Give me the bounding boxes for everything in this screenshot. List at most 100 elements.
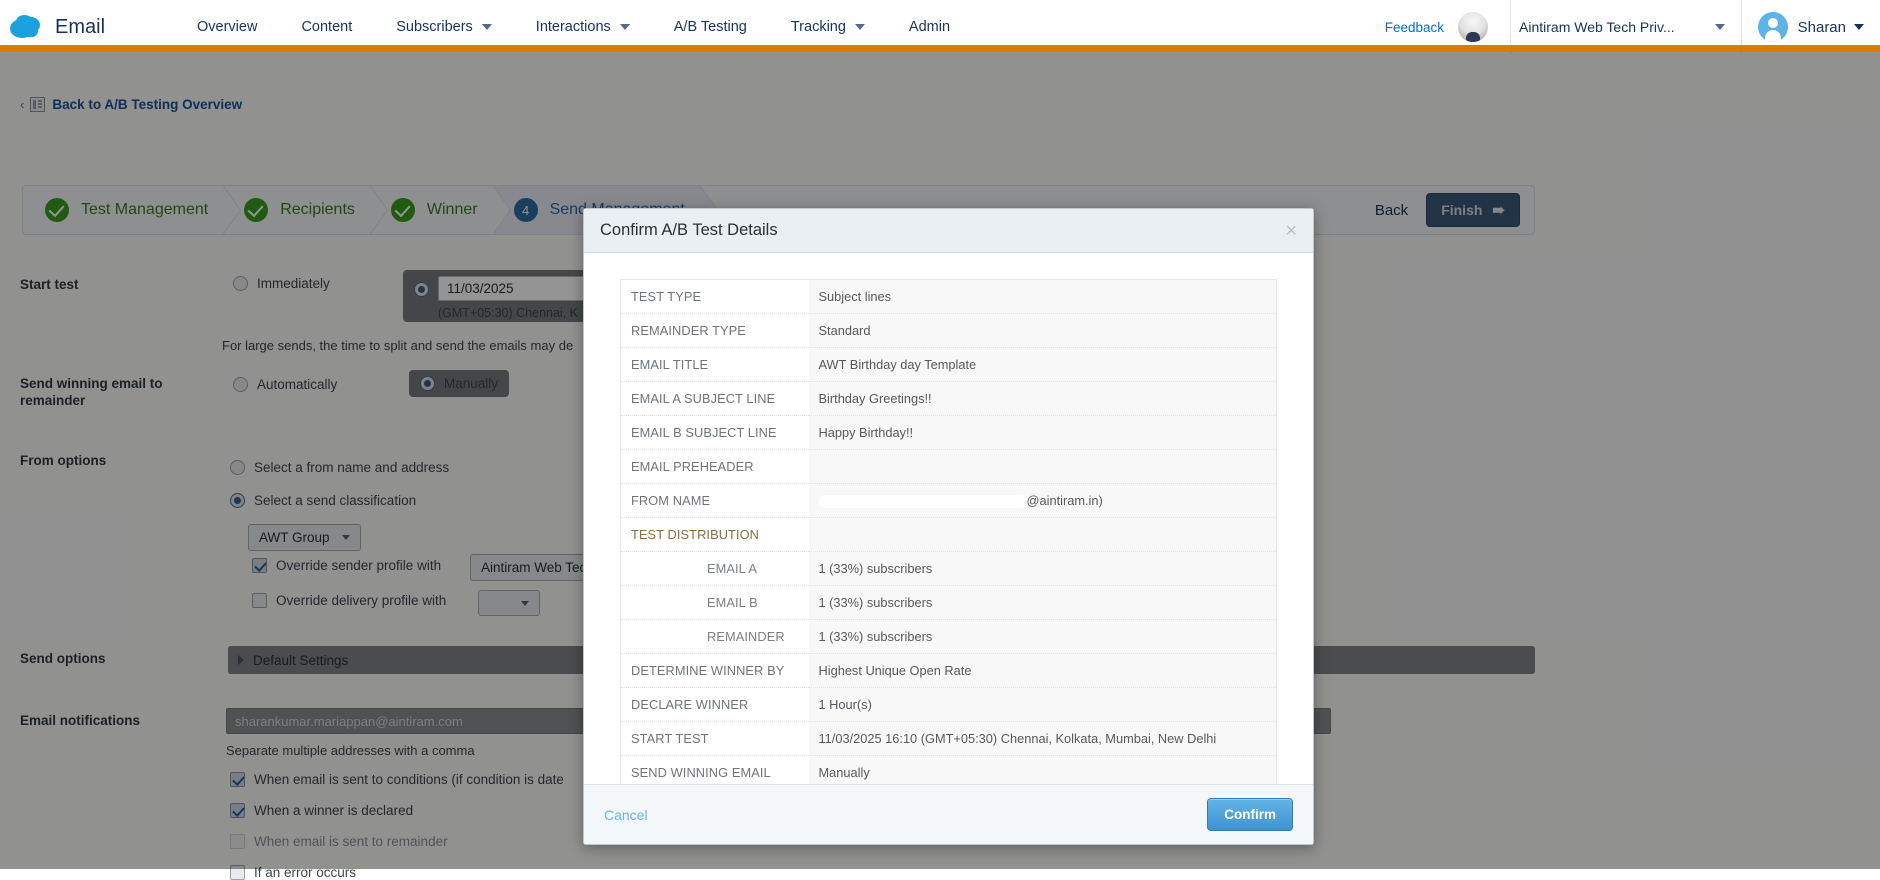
primary-nav-items: Overview Content Subscribers Interaction… xyxy=(175,0,1385,54)
table-row: EMAIL TITLE AWT Birthday day Template xyxy=(620,347,1277,382)
radio-manually-group[interactable]: Manually xyxy=(409,370,510,397)
back-to-overview-label: Back to A/B Testing Overview xyxy=(52,97,243,112)
nav-item-admin-label: Admin xyxy=(908,19,951,35)
default-settings-label: Default Settings xyxy=(253,652,349,668)
detail-value xyxy=(808,517,1277,552)
radio-from-name-address[interactable]: Select a from name and address xyxy=(230,460,449,475)
start-test-scheduled-group: 11/03/2025 (GMT+05:30) Chennai, K xyxy=(403,270,621,322)
step-winner[interactable]: Winner xyxy=(369,186,511,234)
feedback-link[interactable]: Feedback xyxy=(1384,19,1445,35)
radio-send-classification-label: Select a send classification xyxy=(254,493,417,508)
list-icon xyxy=(30,97,46,112)
large-send-note: For large sends, the time to split and s… xyxy=(222,338,574,353)
from-options-label: From options xyxy=(20,453,107,468)
detail-key: FROM NAME xyxy=(620,483,809,518)
send-options-label: Send options xyxy=(20,651,106,666)
detail-key: EMAIL PREHEADER xyxy=(620,449,809,484)
step-winner-label: Winner xyxy=(426,201,478,218)
detail-value: AWT Birthday day Template xyxy=(808,347,1277,382)
nav-right-cluster: Feedback Aintiram Web Tech Priv... Shara… xyxy=(1385,0,1880,54)
checkbox-override-sender[interactable]: Override sender profile with xyxy=(252,558,441,573)
radio-icon xyxy=(230,493,245,508)
detail-value: 1 (33%) subscribers xyxy=(808,619,1277,654)
send-classification-value: AWT Group xyxy=(259,530,330,545)
send-classification-dropdown[interactable]: AWT Group xyxy=(248,524,361,551)
finish-button[interactable]: Finish ➠ xyxy=(1426,193,1520,227)
check-circle-icon xyxy=(390,198,415,222)
detail-value: 1 (33%) subscribers xyxy=(808,585,1277,620)
user-menu[interactable]: Sharan xyxy=(1740,0,1880,54)
nav-item-content[interactable]: Content xyxy=(279,0,374,54)
chevron-down-icon xyxy=(341,535,350,540)
table-row: TEST TYPE Subject lines xyxy=(620,279,1277,314)
start-date-input[interactable]: 11/03/2025 xyxy=(438,276,608,301)
detail-key: EMAIL B SUBJECT LINE xyxy=(620,415,809,450)
radio-automatically[interactable]: Automatically xyxy=(233,377,337,392)
from-name-domain: @aintiram.in) xyxy=(1026,493,1103,508)
detail-value: Happy Birthday!! xyxy=(808,415,1277,450)
brand-accent-bar xyxy=(0,45,1880,52)
ab-test-details-table: TEST TYPE Subject lines REMAINDER TYPE Stan… xyxy=(620,279,1277,784)
nav-item-tracking[interactable]: Tracking xyxy=(769,0,887,54)
einstein-assistant-icon[interactable] xyxy=(1458,12,1489,42)
checkbox-icon xyxy=(252,558,267,573)
detail-key: EMAIL A SUBJECT LINE xyxy=(620,381,809,416)
table-row: DETERMINE WINNER BY Highest Unique Open R… xyxy=(620,653,1277,688)
org-selector-label: Aintiram Web Tech Priv... xyxy=(1519,19,1675,35)
table-row: REMAINDER 1 (33%) subscribers xyxy=(620,619,1277,654)
confirm-ab-test-modal: Confirm A/B Test Details × TEST TYPE Subj… xyxy=(583,208,1314,845)
email-notifications-hint: Separate multiple addresses with a comma xyxy=(226,743,475,758)
radio-immediately[interactable]: Immediately xyxy=(233,276,330,291)
table-row: TEST DISTRIBUTION xyxy=(620,517,1277,552)
modal-footer: Cancel Confirm xyxy=(584,784,1313,844)
checkbox-sent-to-conditions[interactable]: When email is sent to conditions (if con… xyxy=(230,772,564,787)
step-test-management-label: Test Management xyxy=(81,201,209,218)
detail-value: Birthday Greetings!! xyxy=(808,381,1277,416)
nav-item-interactions[interactable]: Interactions xyxy=(514,0,652,54)
brand-logo[interactable]: Email xyxy=(0,15,150,39)
detail-key: TEST TYPE xyxy=(620,279,809,314)
back-to-overview-link[interactable]: ‹ Back to A/B Testing Overview xyxy=(20,97,242,112)
table-row: EMAIL A SUBJECT LINE Birthday Greetings!! xyxy=(620,381,1277,416)
radio-send-classification[interactable]: Select a send classification xyxy=(230,493,416,508)
checkbox-winner-declared[interactable]: When a winner is declared xyxy=(230,803,413,818)
radio-icon-scheduled[interactable] xyxy=(414,282,429,297)
chevron-down-icon xyxy=(1854,24,1864,30)
checkbox-sent-to-remainder: When email is sent to remainder xyxy=(230,834,448,849)
detail-value: Subject lines xyxy=(808,279,1277,314)
chevron-right-icon xyxy=(238,655,244,665)
radio-from-name-address-label: Select a from name and address xyxy=(254,460,450,475)
checkbox-icon xyxy=(230,834,245,849)
table-row: REMAINDER TYPE Standard xyxy=(620,313,1277,348)
step-recipients[interactable]: Recipients xyxy=(222,186,388,234)
step-test-management[interactable]: Test Management xyxy=(23,186,242,234)
back-button[interactable]: Back xyxy=(1374,201,1409,219)
finish-button-label: Finish xyxy=(1441,202,1483,218)
detail-value: @aintiram.in) xyxy=(808,483,1277,518)
nav-item-subscribers[interactable]: Subscribers xyxy=(374,0,514,54)
cancel-button[interactable]: Cancel xyxy=(604,806,648,823)
radio-icon-manually xyxy=(420,376,435,391)
nav-item-tracking-label: Tracking xyxy=(790,19,846,35)
table-row: START TEST 11/03/2025 16:10 (GMT+05:30) C… xyxy=(620,721,1277,756)
nav-item-overview[interactable]: Overview xyxy=(175,0,279,54)
close-icon[interactable]: × xyxy=(1285,219,1297,242)
override-delivery-dropdown[interactable] xyxy=(478,590,540,616)
detail-key: DETERMINE WINNER BY xyxy=(620,653,809,688)
override-sender-value: Aintiram Web Tech xyxy=(481,560,594,575)
detail-key: REMAINDER xyxy=(620,619,809,654)
chevron-left-icon: ‹ xyxy=(20,97,25,112)
nav-item-ab-testing[interactable]: A/B Testing xyxy=(652,0,769,54)
chevron-down-icon xyxy=(481,24,492,30)
checkbox-icon xyxy=(230,772,245,787)
nav-item-admin[interactable]: Admin xyxy=(887,0,972,54)
checkbox-override-delivery[interactable]: Override delivery profile with xyxy=(252,593,446,608)
checkbox-winner-declared-label: When a winner is declared xyxy=(254,803,414,818)
step-number-badge: 4 xyxy=(513,198,538,222)
detail-key: EMAIL A xyxy=(620,551,809,586)
org-selector[interactable]: Aintiram Web Tech Priv... xyxy=(1510,0,1741,54)
modal-title: Confirm A/B Test Details xyxy=(600,221,778,239)
check-circle-icon xyxy=(244,198,269,222)
confirm-button[interactable]: Confirm xyxy=(1207,798,1293,831)
